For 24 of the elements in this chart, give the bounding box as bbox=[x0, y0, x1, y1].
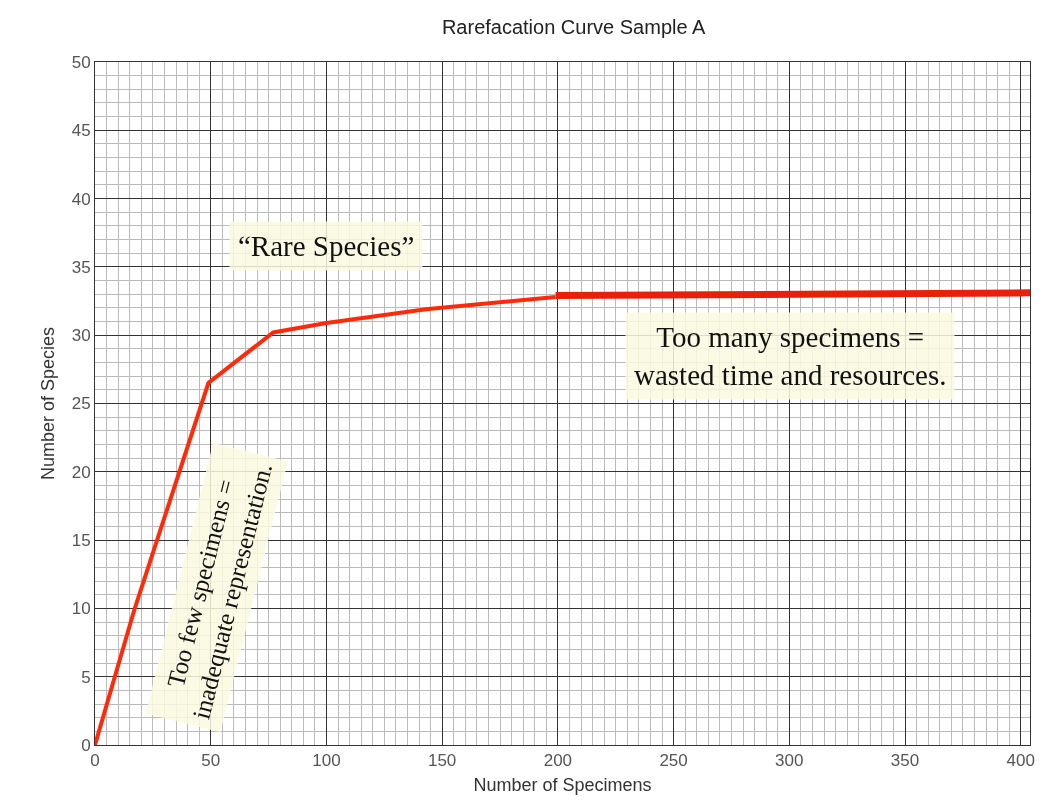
x-tick-label: 300 bbox=[775, 751, 804, 771]
y-tick-label: 45 bbox=[71, 121, 91, 141]
x-tick-label: 250 bbox=[659, 751, 688, 771]
y-tick-label: 25 bbox=[71, 394, 91, 414]
y-tick-label: 40 bbox=[71, 189, 91, 209]
x-tick-label: 200 bbox=[543, 751, 573, 771]
y-axis-title: Number of Species bbox=[37, 326, 58, 481]
y-tick-label: 20 bbox=[71, 462, 91, 482]
y-tick-label: 10 bbox=[71, 599, 91, 619]
annotation: Too many specimens = wasted time and resources. bbox=[634, 321, 947, 391]
x-tick-label: 100 bbox=[312, 751, 341, 771]
y-tick-label: 30 bbox=[71, 326, 91, 346]
y-tick-label: 15 bbox=[71, 531, 91, 551]
y-tick-label: 0 bbox=[81, 735, 91, 755]
y-tick-label: 5 bbox=[81, 667, 91, 687]
y-tick-label: 35 bbox=[71, 257, 91, 277]
x-axis-title: Number of Specimens bbox=[473, 774, 652, 795]
x-tick-label: 50 bbox=[201, 751, 221, 771]
annotation: “Rare Species” bbox=[238, 230, 415, 262]
y-tick-label: 50 bbox=[71, 52, 91, 72]
x-tick-label: 350 bbox=[890, 751, 920, 771]
x-tick-label: 150 bbox=[427, 751, 457, 771]
chart-title: Rarefacation Curve Sample A bbox=[441, 16, 707, 39]
x-tick-label: 400 bbox=[1006, 751, 1035, 771]
